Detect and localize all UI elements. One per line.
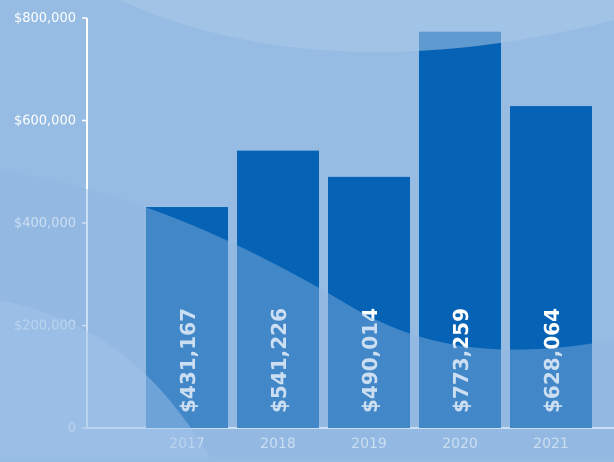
value-label-2018: $541,226 [267, 308, 291, 413]
y-tick-label: $600,000 [14, 114, 76, 129]
x-tick-label-2019: 2019 [351, 436, 387, 452]
bar-2017 [146, 207, 228, 428]
x-tick-label-2021: 2021 [533, 436, 569, 452]
value-label-2021: $628,064 [540, 308, 564, 413]
y-tick-label: $400,000 [14, 216, 76, 231]
bar-2019 [328, 176, 410, 428]
value-label-2020: $773,259 [449, 308, 473, 413]
x-tick-label-2017: 2017 [169, 436, 205, 452]
bar-2018 [237, 150, 319, 428]
y-tick-label: $800,000 [14, 11, 76, 26]
bar-2020 [419, 31, 501, 428]
y-tick-label: 0 [68, 421, 76, 436]
bar-2021 [510, 106, 592, 429]
y-tick-label: $200,000 [14, 319, 76, 334]
x-tick-label-2018: 2018 [260, 436, 296, 452]
x-tick-label-2020: 2020 [442, 436, 478, 452]
value-label-2019: $490,014 [358, 308, 382, 413]
value-label-2017: $431,167 [176, 308, 200, 413]
